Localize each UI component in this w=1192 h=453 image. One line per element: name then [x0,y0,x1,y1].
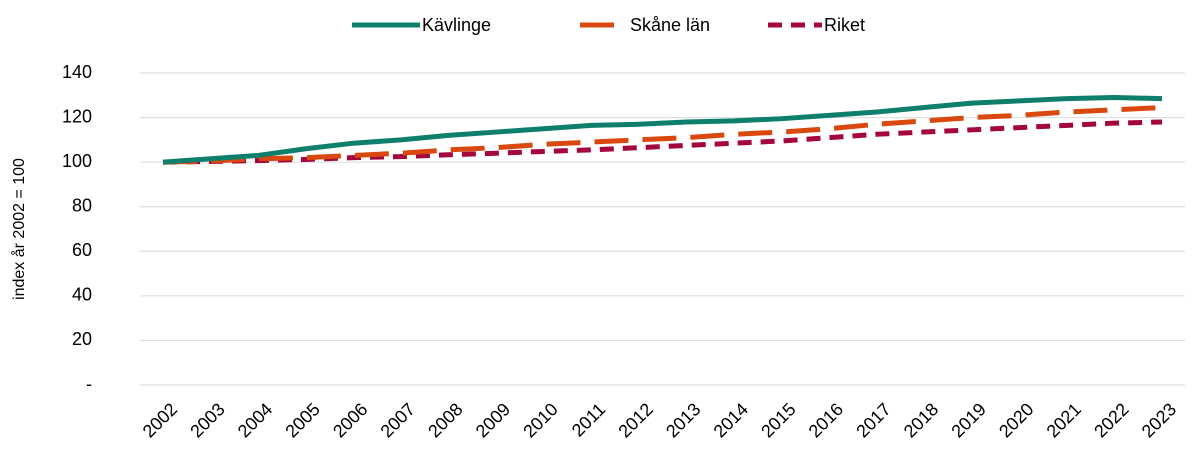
y-tick-label: 20 [72,329,92,349]
x-tick-label: 2008 [424,399,466,441]
y-tick-label: 120 [62,106,92,126]
y-axis-label: index år 2002 = 100 [10,158,28,300]
x-tick-label: 2017 [852,399,894,441]
x-tick-label: 2021 [1043,399,1085,441]
x-tick-label: 2023 [1138,399,1180,441]
y-tick-label: - [86,374,92,394]
x-tick-label: 2018 [900,399,942,441]
x-tick-label: 2022 [1090,399,1132,441]
x-tick-label: 2010 [519,399,561,441]
x-tick-label: 2004 [234,399,276,441]
legend-label: Riket [824,15,865,35]
x-tick-label: 2006 [329,399,371,441]
x-tick-label: 2019 [947,399,989,441]
x-tick-label: 2012 [614,399,656,441]
y-tick-label: 60 [72,240,92,260]
x-tick-label: 2016 [805,399,847,441]
y-tick-label: 80 [72,195,92,215]
x-tick-label: 2007 [377,399,419,441]
y-tick-label: 140 [62,62,92,82]
y-tick-label: 40 [72,285,92,305]
x-tick-label: 2020 [995,399,1037,441]
x-tick-label: 2014 [710,399,752,441]
line-series [162,95,1163,165]
x-tick-label: 2015 [757,399,799,441]
x-tick-label: 2013 [662,399,704,441]
x-tick-label: 2005 [281,399,323,441]
x-tick-label: 2011 [568,399,610,441]
legend-label: Skåne län [630,15,710,35]
legend-label: Kävlinge [422,15,491,35]
x-tick-label: 2009 [472,399,514,441]
y-tick-label: 100 [62,151,92,171]
x-tick-label: 2002 [139,399,181,441]
line-series [162,105,1163,165]
x-tick-label: 2003 [186,399,228,441]
